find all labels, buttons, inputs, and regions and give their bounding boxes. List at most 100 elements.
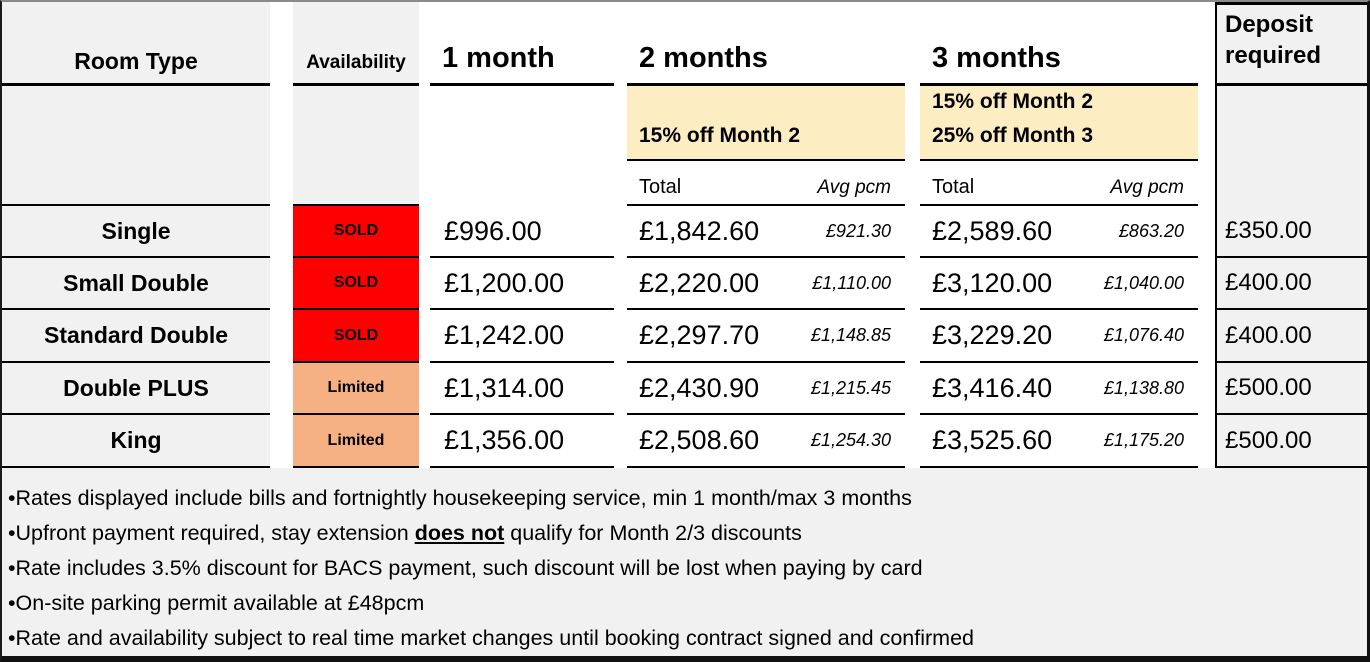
column-gap (419, 2, 430, 86)
avg-pcm-price: £921.30 (825, 220, 891, 241)
column-gap (270, 310, 293, 363)
column-gap (614, 2, 627, 86)
column-gap (1198, 415, 1215, 468)
column-gap (419, 86, 430, 161)
column-gap (270, 206, 293, 258)
availability-cell: Limited (293, 415, 419, 468)
column-gap (905, 310, 920, 363)
deposit-cell: £400.00 (1215, 258, 1367, 310)
three-months-price-cell: £2,589.60 £863.20 (920, 206, 1198, 258)
avg-pcm-price: £1,175.20 (1103, 430, 1184, 450)
discount-line: 15% off Month 2 (639, 123, 800, 147)
column-gap (614, 206, 627, 258)
room-type-column-filler (2, 86, 270, 161)
deposit-column-filler (1215, 86, 1367, 161)
one-month-price-cell: £1,242.00 (430, 310, 614, 363)
one-month-column-filler (430, 86, 614, 161)
one-month-price-cell: £996.00 (430, 206, 614, 258)
footnote-text: •On-site parking permit available at £48… (8, 591, 425, 615)
column-gap (270, 86, 293, 161)
total-price: £2,297.70 (639, 320, 760, 350)
room-type-column-filler (2, 161, 270, 206)
footnote: •Rate includes 3.5% discount for BACS pa… (8, 551, 1363, 586)
deposit-cell: £500.00 (1215, 363, 1367, 415)
one-month-column-filler (430, 161, 614, 206)
column-gap (1198, 258, 1215, 310)
column-gap (614, 415, 627, 468)
column-gap (1198, 206, 1215, 258)
avg-pcm-label: Avg pcm (1110, 177, 1184, 198)
three-months-price-cell: £3,229.20 £1,076.40 (920, 310, 1198, 363)
avg-pcm-price: £863.20 (1118, 220, 1184, 241)
column-gap (905, 415, 920, 468)
column-gap (419, 258, 430, 310)
column-gap (614, 363, 627, 415)
three-months-discount-note: 15% off Month 2 25% off Month 3 (920, 86, 1198, 161)
room-type-cell: Single (2, 206, 270, 258)
column-gap (614, 258, 627, 310)
total-price: £2,508.60 (639, 425, 760, 455)
total-label: Total (932, 176, 975, 198)
room-type-cell: Double PLUS (2, 363, 270, 415)
column-gap (905, 161, 920, 206)
three-months-subheader: Total Avg pcm (920, 161, 1198, 206)
total-price: £3,416.40 (932, 372, 1053, 403)
room-type-cell: Standard Double (2, 310, 270, 363)
column-gap (270, 2, 293, 86)
total-price: £3,120.00 (932, 267, 1053, 298)
deposit-cell: £400.00 (1215, 310, 1367, 363)
column-gap (1198, 86, 1215, 161)
column-gap (419, 206, 430, 258)
column-gap (270, 161, 293, 206)
avg-pcm-label: Avg pcm (817, 177, 891, 198)
room-type-cell: King (2, 415, 270, 468)
total-price: £1,842.60 (639, 215, 760, 246)
two-months-header: 2 months (627, 2, 905, 86)
availability-header: Availability (293, 2, 419, 86)
total-price: £2,430.90 (639, 372, 760, 403)
avg-pcm-price: £1,040.00 (1103, 272, 1184, 293)
column-gap (1198, 2, 1215, 86)
column-gap (614, 161, 627, 206)
deposit-required-header: Deposit required (1215, 2, 1367, 86)
three-months-price-cell: £3,120.00 £1,040.00 (920, 258, 1198, 310)
total-price: £2,589.60 (932, 215, 1053, 246)
footnote-text: •Rate includes 3.5% discount for BACS pa… (8, 556, 923, 580)
column-gap (419, 310, 430, 363)
two-months-discount-note: 15% off Month 2 (627, 86, 905, 161)
availability-column-filler (293, 86, 419, 161)
three-months-price-cell: £3,525.60 £1,175.20 (920, 415, 1198, 468)
one-month-price-cell: £1,356.00 (430, 415, 614, 468)
availability-cell: Limited (293, 363, 419, 415)
footnote-text: •Rate and availability subject to real t… (8, 626, 974, 650)
footnote: •Rates displayed include bills and fortn… (8, 481, 1363, 516)
footnotes: •Rates displayed include bills and fortn… (2, 468, 1367, 656)
two-months-subheader: Total Avg pcm (627, 161, 905, 206)
column-gap (1198, 363, 1215, 415)
column-gap (270, 415, 293, 468)
footnote: •Rate and availability subject to real t… (8, 621, 1363, 656)
availability-cell: SOLD (293, 258, 419, 310)
avg-pcm-price: £1,076.40 (1103, 325, 1184, 345)
footnote-emphasis: does not (414, 521, 505, 545)
one-month-price-cell: £1,200.00 (430, 258, 614, 310)
availability-cell: SOLD (293, 206, 419, 258)
three-months-price-cell: £3,416.40 £1,138.80 (920, 363, 1198, 415)
column-gap (1198, 310, 1215, 363)
deposit-cell: £350.00 (1215, 206, 1367, 258)
avg-pcm-price: £1,254.30 (810, 430, 891, 450)
deposit-cell: £500.00 (1215, 415, 1367, 468)
column-gap (905, 258, 920, 310)
discount-line: 25% off Month 3 (932, 123, 1093, 147)
one-month-header: 1 month (430, 2, 614, 86)
avg-pcm-price: £1,215.45 (810, 377, 891, 398)
two-months-price-cell: £1,842.60 £921.30 (627, 206, 905, 258)
availability-cell: SOLD (293, 310, 419, 363)
column-gap (270, 363, 293, 415)
footnote: •On-site parking permit available at £48… (8, 586, 1363, 621)
column-gap (1198, 161, 1215, 206)
footnote: •Upfront payment required, stay extensio… (8, 516, 1363, 551)
deposit-column-filler (1215, 161, 1367, 206)
column-gap (905, 206, 920, 258)
room-type-cell: Small Double (2, 258, 270, 310)
